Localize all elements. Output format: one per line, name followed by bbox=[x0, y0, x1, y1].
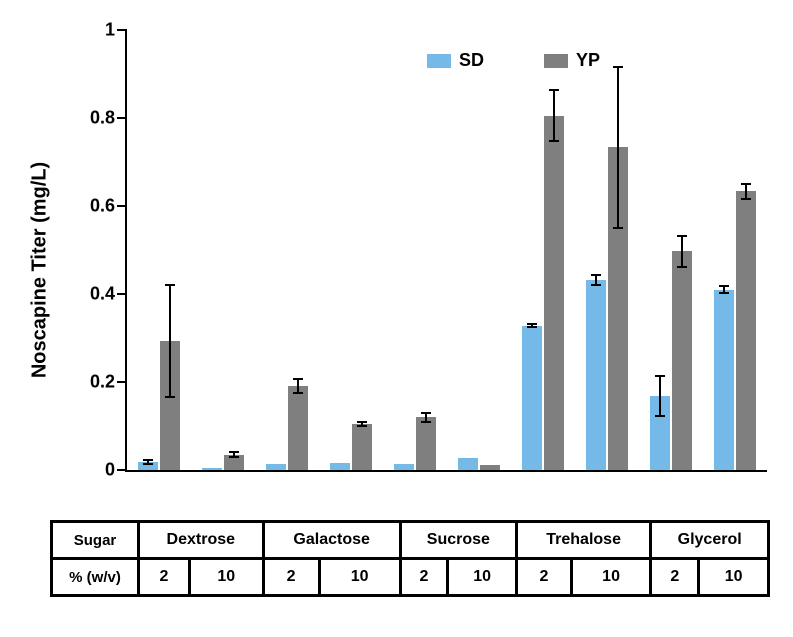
bar-yp bbox=[480, 465, 500, 470]
pct-cell: 10 bbox=[571, 559, 650, 596]
bar-yp bbox=[288, 386, 308, 470]
y-tick-label: 0.4 bbox=[90, 284, 115, 305]
bar-sd bbox=[202, 468, 222, 470]
bar-sd bbox=[458, 458, 478, 470]
pct-cell: 10 bbox=[189, 559, 263, 596]
plot-area: SD YP 00.20.40.60.81 bbox=[125, 30, 767, 472]
sugar-cell: Galactose bbox=[263, 522, 400, 559]
bar-sd bbox=[586, 280, 606, 470]
pct-cell: 2 bbox=[400, 559, 447, 596]
pct-cell: 2 bbox=[263, 559, 319, 596]
bar-yp bbox=[224, 455, 244, 470]
sugar-cell: Glycerol bbox=[651, 522, 769, 559]
figure-container: Noscapine Titer (mg/L) SD YP 00.20.40.60… bbox=[20, 20, 793, 597]
bar-yp bbox=[416, 417, 436, 470]
y-tick-label: 0.2 bbox=[90, 372, 115, 393]
legend: SD YP bbox=[427, 50, 600, 71]
y-tick bbox=[117, 293, 127, 295]
y-tick bbox=[117, 381, 127, 383]
legend-item-sd: SD bbox=[427, 50, 484, 71]
bar-yp bbox=[544, 116, 564, 470]
y-axis-title: Noscapine Titer (mg/L) bbox=[29, 162, 52, 378]
pct-cell: 2 bbox=[516, 559, 571, 596]
bar-sd bbox=[138, 462, 158, 470]
bar-sd bbox=[266, 464, 286, 470]
sugar-cell: Trehalose bbox=[516, 522, 650, 559]
bar-yp bbox=[672, 251, 692, 470]
pct-cell: 2 bbox=[139, 559, 190, 596]
y-tick-label: 1 bbox=[105, 20, 115, 41]
legend-label-yp: YP bbox=[576, 50, 600, 71]
bar-sd bbox=[394, 464, 414, 470]
y-tick-label: 0.6 bbox=[90, 196, 115, 217]
chart-area: Noscapine Titer (mg/L) SD YP 00.20.40.60… bbox=[40, 20, 790, 520]
bar-sd bbox=[330, 463, 350, 470]
table-row-sugar: Sugar Dextrose Galactose Sucrose Trehalo… bbox=[52, 522, 769, 559]
legend-swatch-yp bbox=[544, 54, 568, 68]
pct-cell: 10 bbox=[319, 559, 400, 596]
bar-sd bbox=[522, 326, 542, 470]
legend-swatch-sd bbox=[427, 54, 451, 68]
category-table: Sugar Dextrose Galactose Sucrose Trehalo… bbox=[50, 520, 770, 597]
legend-item-yp: YP bbox=[544, 50, 600, 71]
bar-yp bbox=[608, 147, 628, 470]
row-label-sugar: Sugar bbox=[52, 522, 139, 559]
sugar-cell: Sucrose bbox=[400, 522, 516, 559]
bar-yp bbox=[160, 341, 180, 470]
y-tick bbox=[117, 117, 127, 119]
bar-sd bbox=[650, 396, 670, 470]
y-tick bbox=[117, 205, 127, 207]
y-tick bbox=[117, 29, 127, 31]
pct-cell: 10 bbox=[448, 559, 517, 596]
pct-cell: 2 bbox=[651, 559, 699, 596]
y-tick-label: 0 bbox=[105, 460, 115, 481]
y-tick bbox=[117, 469, 127, 471]
pct-cell: 10 bbox=[699, 559, 769, 596]
table-row-pct: % (w/v) 2 10 2 10 2 10 2 10 2 10 bbox=[52, 559, 769, 596]
row-label-pct: % (w/v) bbox=[52, 559, 139, 596]
bar-sd bbox=[714, 290, 734, 470]
bar-yp bbox=[736, 191, 756, 470]
sugar-cell: Dextrose bbox=[139, 522, 264, 559]
y-tick-label: 0.8 bbox=[90, 108, 115, 129]
bar-yp bbox=[352, 424, 372, 470]
legend-label-sd: SD bbox=[459, 50, 484, 71]
